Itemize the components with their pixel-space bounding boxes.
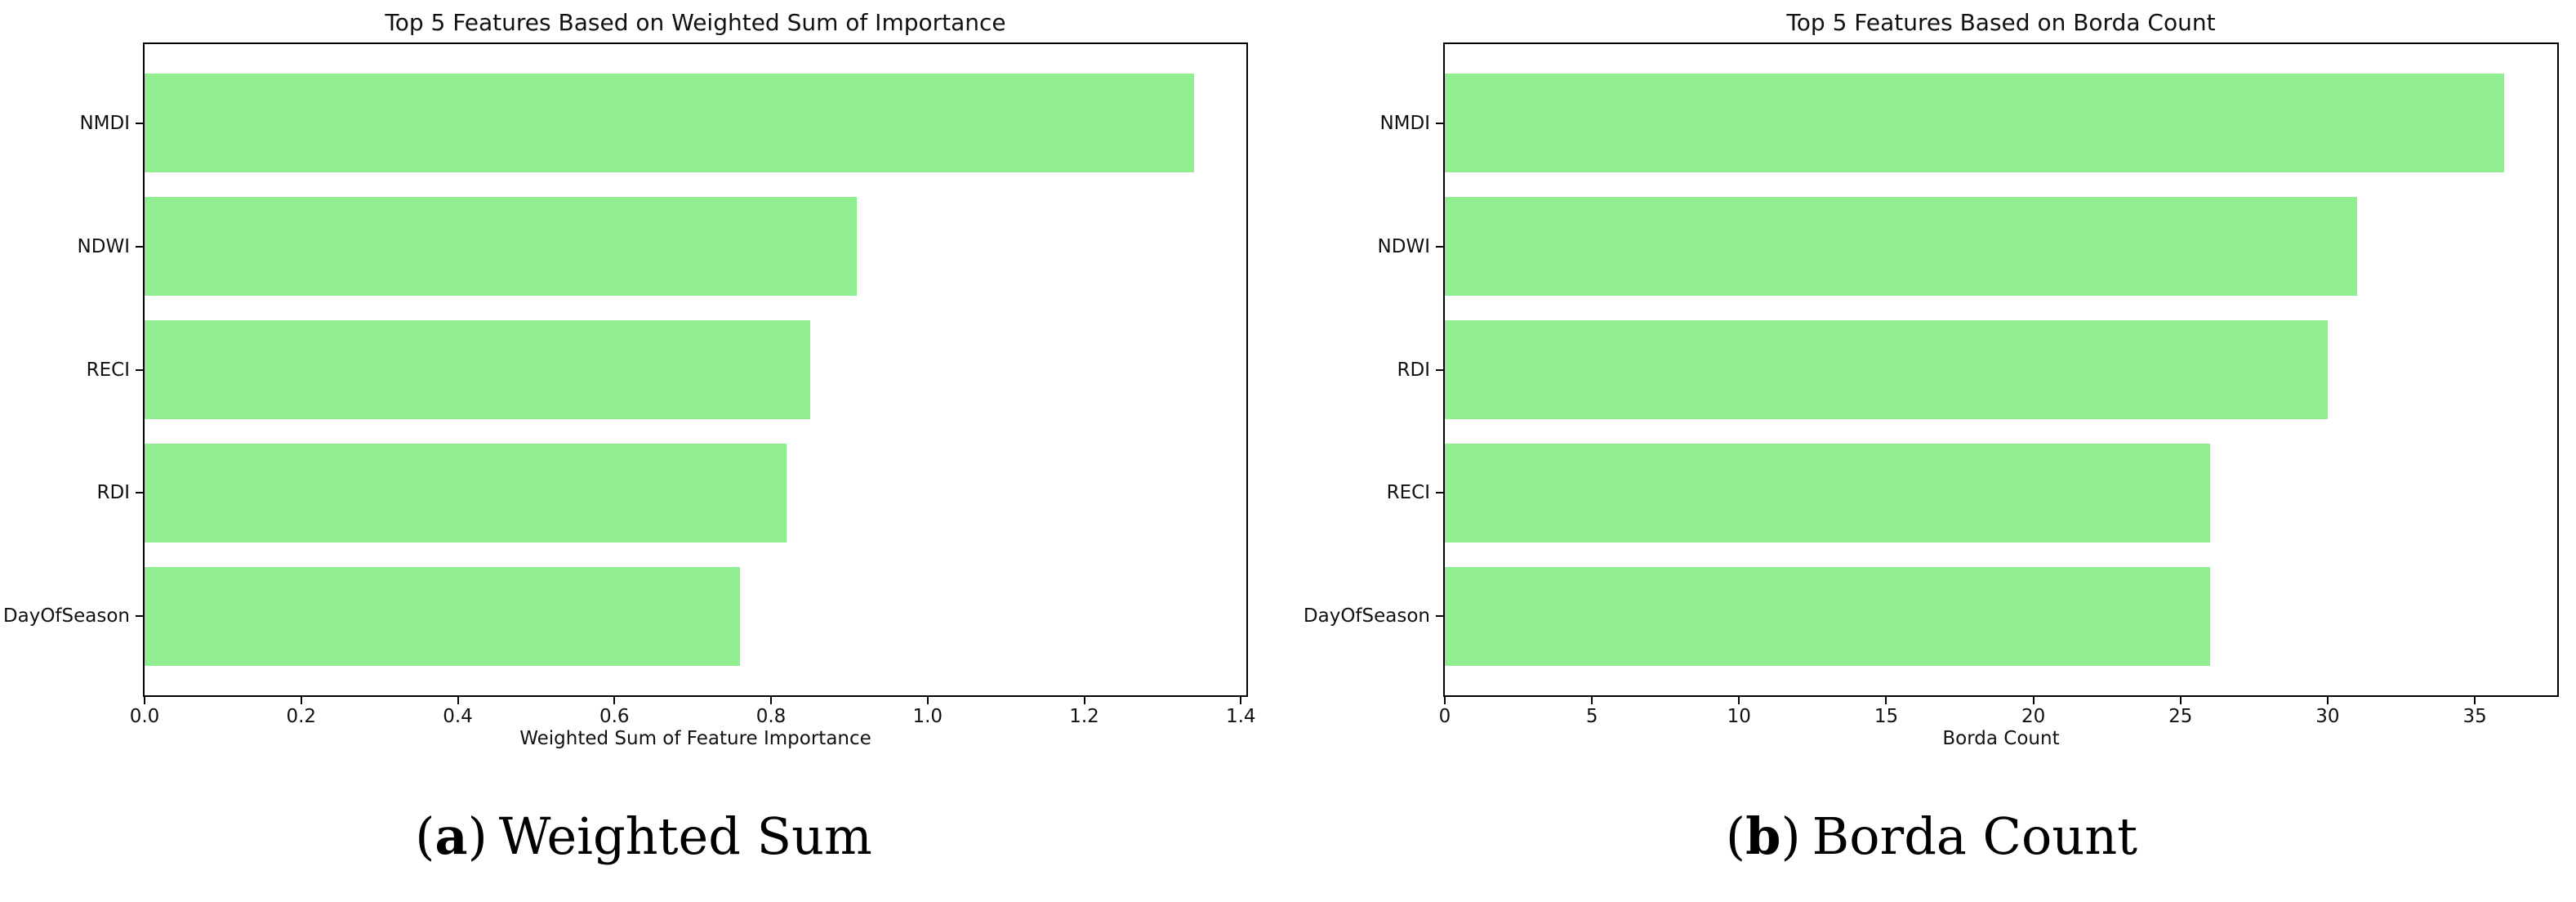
y-axis-category-label: DayOfSeason xyxy=(2,605,130,627)
caption-marker: (b) xyxy=(1725,806,1801,866)
bar-nmdi xyxy=(145,74,1194,172)
chart-title: Top 5 Features Based on Borda Count xyxy=(1786,9,2216,36)
x-tick-mark xyxy=(1083,697,1085,704)
x-tick-mark xyxy=(613,697,616,704)
bar-reci xyxy=(145,320,810,419)
y-axis-category-label: RDI xyxy=(96,482,130,504)
x-tick-label: 1.4 xyxy=(1225,706,1256,727)
x-tick-mark xyxy=(457,697,459,704)
x-tick-mark xyxy=(2326,697,2329,704)
caption-b: (b) Borda Count xyxy=(1726,807,2137,865)
x-axis-label: Weighted Sum of Feature Importance xyxy=(519,728,871,749)
x-tick-label: 35 xyxy=(2462,706,2487,727)
y-axis-category-label: RECI xyxy=(1386,482,1430,504)
x-tick-mark xyxy=(926,697,929,704)
y-axis-category-label: NDWI xyxy=(77,235,130,257)
y-axis-category-label: RDI xyxy=(1397,359,1430,381)
x-tick-label: 15 xyxy=(1874,706,1899,727)
y-axis-category-label: DayOfSeason xyxy=(1303,605,1430,627)
bar-nmdi xyxy=(1445,74,2505,172)
bar-dayofseason xyxy=(145,567,740,666)
y-tick-mark xyxy=(136,245,143,248)
x-tick-mark xyxy=(2474,697,2476,704)
chart-title: Top 5 Features Based on Weighted Sum of … xyxy=(385,9,1006,36)
y-tick-mark xyxy=(136,492,143,494)
plot-area xyxy=(143,42,1248,697)
plot-area xyxy=(1443,42,2559,697)
y-axis-category-label: NMDI xyxy=(79,112,130,134)
caption-a: (a) Weighted Sum xyxy=(415,807,872,865)
x-tick-mark xyxy=(300,697,302,704)
x-tick-label: 0.8 xyxy=(755,706,787,727)
x-tick-label: 5 xyxy=(1585,706,1598,727)
x-tick-mark xyxy=(144,697,145,704)
x-tick-mark xyxy=(770,697,773,704)
x-tick-label: 25 xyxy=(2168,706,2193,727)
x-tick-label: 0.6 xyxy=(599,706,630,727)
x-tick-label: 0.0 xyxy=(129,706,160,727)
y-tick-mark xyxy=(1436,368,1443,371)
y-tick-mark xyxy=(136,122,143,124)
y-axis-category-label: NMDI xyxy=(1379,112,1430,134)
caption-marker: (a) xyxy=(415,806,488,866)
caption-label: Borda Count xyxy=(1812,806,2138,866)
x-tick-mark xyxy=(2032,697,2035,704)
x-tick-mark xyxy=(1591,697,1593,704)
x-tick-label: 0 xyxy=(1438,706,1451,727)
bar-reci xyxy=(1445,444,2210,543)
x-tick-label: 0.4 xyxy=(443,706,473,727)
y-tick-mark xyxy=(1436,122,1443,124)
x-tick-label: 20 xyxy=(2021,706,2046,727)
y-tick-mark xyxy=(136,615,143,618)
y-tick-mark xyxy=(1436,492,1443,494)
bar-ndwi xyxy=(145,197,858,296)
x-tick-mark xyxy=(1885,697,1887,704)
x-axis-label: Borda Count xyxy=(1942,728,2060,749)
y-tick-mark xyxy=(136,368,143,371)
bar-dayofseason xyxy=(1445,567,2210,666)
bar-ndwi xyxy=(1445,197,2357,296)
y-axis-category-label: NDWI xyxy=(1377,235,1430,257)
bar-rdi xyxy=(1445,320,2328,419)
x-tick-label: 0.2 xyxy=(286,706,317,727)
y-tick-mark xyxy=(1436,245,1443,248)
x-tick-label: 10 xyxy=(1727,706,1751,727)
bar-rdi xyxy=(145,444,787,543)
caption-label: Weighted Sum xyxy=(498,806,872,866)
y-axis-category-label: RECI xyxy=(86,359,130,381)
x-tick-mark xyxy=(1240,697,1242,704)
x-tick-label: 30 xyxy=(2315,706,2340,727)
y-tick-mark xyxy=(1436,615,1443,618)
x-tick-mark xyxy=(2179,697,2182,704)
x-tick-mark xyxy=(1738,697,1740,704)
x-tick-label: 1.2 xyxy=(1069,706,1099,727)
x-tick-label: 1.0 xyxy=(912,706,943,727)
x-tick-mark xyxy=(1444,697,1446,704)
